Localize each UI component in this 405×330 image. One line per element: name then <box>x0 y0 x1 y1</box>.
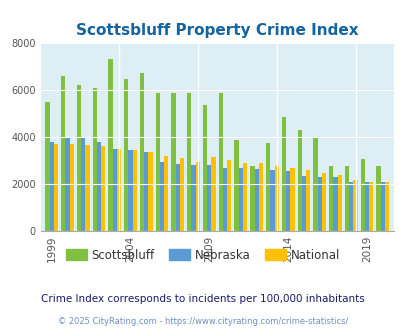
Bar <box>187 93 191 231</box>
Bar <box>195 162 199 231</box>
Bar <box>297 130 301 231</box>
Bar <box>69 144 74 231</box>
Bar <box>227 160 231 231</box>
Bar <box>352 181 357 231</box>
Bar <box>281 117 286 231</box>
Bar <box>202 105 207 231</box>
Bar <box>301 176 305 231</box>
Bar <box>360 159 364 231</box>
Bar <box>179 158 184 231</box>
Bar <box>128 150 132 231</box>
Bar <box>249 166 254 231</box>
Bar <box>368 182 373 231</box>
Legend: Scottsbluff, Nebraska, National: Scottsbluff, Nebraska, National <box>61 244 344 266</box>
Bar <box>164 156 168 231</box>
Bar <box>290 168 294 231</box>
Bar <box>265 143 270 231</box>
Bar <box>96 142 101 231</box>
Bar <box>92 87 96 231</box>
Bar <box>337 175 341 231</box>
Bar <box>344 166 348 231</box>
Bar <box>108 59 112 231</box>
Bar <box>317 177 321 231</box>
Bar <box>238 168 243 231</box>
Bar <box>65 137 69 231</box>
Bar <box>207 165 211 231</box>
Bar <box>380 182 384 231</box>
Bar <box>364 182 368 231</box>
Bar <box>139 74 144 231</box>
Bar <box>61 76 65 231</box>
Bar <box>305 170 309 231</box>
Bar <box>112 149 117 231</box>
Bar <box>258 163 262 231</box>
Bar <box>85 145 90 231</box>
Bar <box>101 147 105 231</box>
Bar <box>117 149 121 231</box>
Bar <box>348 182 352 231</box>
Bar <box>254 169 258 231</box>
Bar <box>171 93 175 231</box>
Bar <box>124 79 128 231</box>
Bar <box>81 137 85 231</box>
Text: © 2025 CityRating.com - https://www.cityrating.com/crime-statistics/: © 2025 CityRating.com - https://www.city… <box>58 317 347 326</box>
Bar <box>328 166 333 231</box>
Bar <box>274 166 278 231</box>
Bar <box>286 171 290 231</box>
Bar <box>148 152 152 231</box>
Bar <box>384 182 388 231</box>
Bar <box>155 93 160 231</box>
Bar <box>321 173 325 231</box>
Bar <box>160 162 164 231</box>
Bar <box>313 137 317 231</box>
Bar <box>243 163 247 231</box>
Bar <box>45 102 49 231</box>
Bar <box>53 144 58 231</box>
Bar <box>175 164 179 231</box>
Bar <box>234 141 238 231</box>
Bar <box>375 166 380 231</box>
Bar <box>333 177 337 231</box>
Bar <box>132 150 136 231</box>
Bar <box>211 157 215 231</box>
Bar <box>77 85 81 231</box>
Bar <box>191 165 195 231</box>
Title: Scottsbluff Property Crime Index: Scottsbluff Property Crime Index <box>76 22 358 38</box>
Bar <box>222 168 227 231</box>
Bar <box>270 170 274 231</box>
Bar <box>144 152 148 231</box>
Text: Crime Index corresponds to incidents per 100,000 inhabitants: Crime Index corresponds to incidents per… <box>41 294 364 304</box>
Bar <box>218 93 222 231</box>
Bar <box>49 142 53 231</box>
